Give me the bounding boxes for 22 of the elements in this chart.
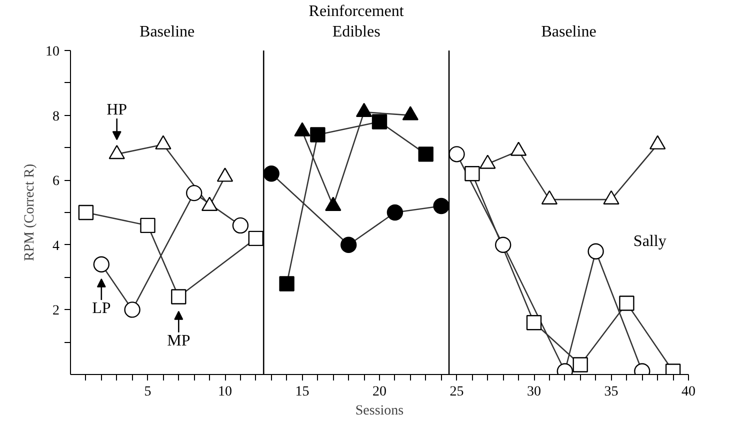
- y-tick-label: 10: [46, 44, 60, 60]
- y-axis-title: RPM (Correct R): [22, 164, 38, 262]
- x-tick-label: 5: [144, 384, 152, 400]
- x-axis-title: Sessions: [355, 404, 404, 418]
- annotation: HP: [106, 102, 128, 119]
- x-tick-label: 30: [527, 384, 541, 400]
- y-tick-label: 4: [52, 238, 60, 254]
- annotation: LP: [92, 300, 111, 317]
- y-tick-label: 8: [52, 109, 60, 124]
- x-tick-label: 35: [604, 384, 618, 400]
- x-tick-label: 15: [295, 384, 310, 400]
- x-tick-label: 25: [450, 384, 464, 400]
- annotation: Sally: [633, 233, 666, 250]
- y-tick-label: 2: [52, 304, 60, 319]
- x-tick-label: 20: [372, 384, 386, 400]
- annotation: MP: [167, 332, 190, 350]
- x-tick-label: 40: [682, 384, 696, 400]
- x-tick-label: 10: [218, 384, 232, 400]
- text: Baseline: [140, 24, 195, 40]
- text: Reinforcement Edibles: [308, 3, 404, 40]
- y-tick-label: 6: [52, 174, 60, 190]
- text: Baseline: [541, 24, 596, 40]
